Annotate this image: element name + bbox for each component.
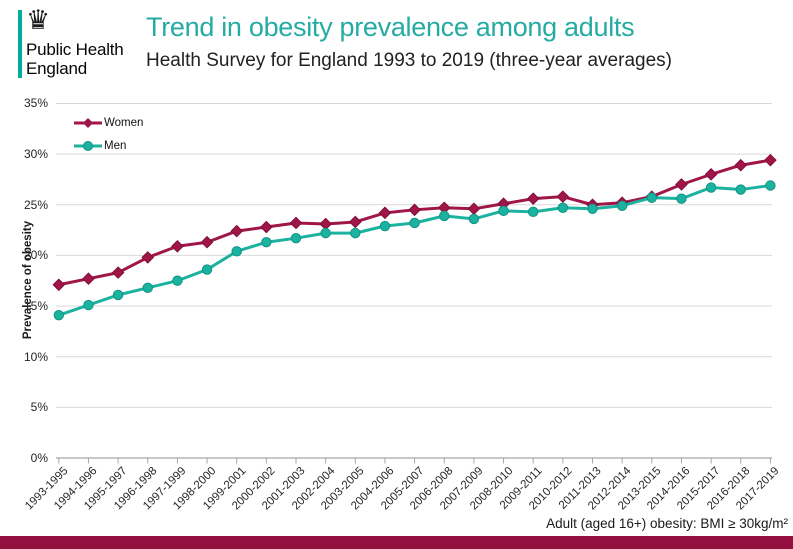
men-marker [379, 220, 391, 232]
y-axis-label: 20% [23, 248, 48, 263]
y-axis-label: 0% [30, 451, 48, 465]
women-marker [171, 239, 184, 253]
men-marker [735, 184, 746, 195]
legend-item-women: Women [73, 111, 143, 134]
women-marker [704, 168, 718, 181]
women-marker [378, 206, 392, 220]
men-marker [705, 182, 717, 193]
women-marker [260, 220, 273, 234]
y-axis-label: 35% [23, 96, 48, 111]
crown-icon: ♛ [26, 5, 51, 35]
men-marker [83, 299, 94, 311]
men-marker [201, 264, 213, 275]
bottom-bar [0, 536, 793, 549]
men-marker [498, 205, 509, 217]
men-marker [350, 227, 361, 239]
legend: Women Men [73, 111, 143, 157]
plot-canvas [52, 102, 777, 464]
circle-marker-icon [74, 140, 102, 151]
women-marker [348, 215, 362, 229]
y-axis-label: 5% [30, 400, 48, 415]
men-marker [409, 217, 420, 229]
women-marker [82, 272, 95, 286]
men-marker [290, 232, 302, 244]
women-marker [230, 224, 244, 238]
women-marker [526, 192, 540, 205]
women-marker [675, 178, 688, 191]
men-marker [468, 213, 480, 225]
chart-title: Trend in obesity prevalence among adults [146, 12, 635, 42]
y-axis-label: 25% [23, 197, 48, 212]
women-marker [289, 216, 303, 230]
men-marker [320, 227, 331, 239]
men-marker [231, 246, 242, 257]
legend-item-men: Men [73, 134, 143, 157]
men-marker [53, 309, 64, 321]
logo-org-line2: England [26, 59, 87, 78]
women-marker [111, 266, 125, 279]
legend-label: Women [104, 116, 144, 129]
logo-org-line1: Public Health [26, 40, 124, 59]
women-marker [764, 153, 777, 167]
chart-subtitle: Health Survey for England 1993 to 2019 (… [146, 50, 672, 71]
women-marker [52, 278, 66, 292]
women-marker [556, 190, 570, 203]
logo-org-name: Public Health England [26, 40, 124, 78]
logo-teal-bar [18, 10, 22, 78]
diamond-marker-icon [74, 117, 102, 128]
legend-label: Men [104, 139, 127, 152]
y-axis-label: 30% [23, 147, 48, 162]
men-marker [765, 180, 776, 191]
y-axis-label: 10% [23, 349, 48, 364]
women-marker [734, 158, 748, 172]
men-marker [172, 275, 183, 286]
men-marker [646, 192, 657, 203]
y-axis-label: 15% [23, 299, 48, 314]
men-marker [439, 210, 450, 222]
men-marker [557, 202, 569, 213]
women-marker [408, 203, 421, 217]
men-marker [528, 206, 539, 218]
men-marker [587, 203, 598, 215]
men-marker [112, 289, 124, 301]
men-marker [676, 193, 687, 204]
women-marker [200, 235, 214, 249]
men-marker [142, 282, 153, 294]
men-marker [616, 200, 628, 211]
footnote: Adult (aged 16+) obesity: BMI ≥ 30kg/m² [546, 516, 788, 531]
women-marker [141, 251, 155, 264]
y-axis-title: Prevalence of obesity [22, 220, 34, 340]
men-marker [261, 237, 272, 248]
